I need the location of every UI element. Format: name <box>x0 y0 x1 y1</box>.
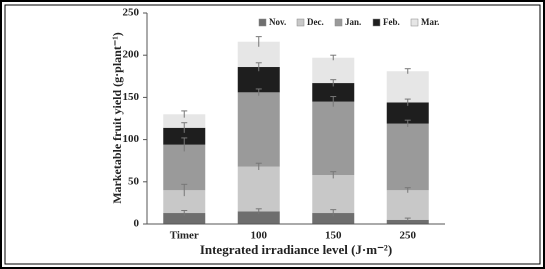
error-bar <box>181 110 188 118</box>
y-axis-label: Marketable fruit yield (g·plant⁻¹) <box>110 32 124 204</box>
bar-segment <box>237 92 280 167</box>
legend-label: Jan. <box>345 17 361 27</box>
x-tick-label: Timer <box>170 230 199 242</box>
error-bar <box>255 88 262 96</box>
bar-segment <box>163 190 206 214</box>
bar-segment <box>237 211 280 224</box>
bar-segment <box>163 127 206 145</box>
error-bar <box>404 119 411 127</box>
legend-swatch <box>296 18 305 27</box>
bar-segment <box>237 166 280 212</box>
legend-label: Nov. <box>269 17 286 27</box>
x-tick-label: 100 <box>251 230 268 242</box>
legend-label: Dec. <box>307 17 324 27</box>
error-bar <box>255 208 262 214</box>
x-axis-label: Integrated irradiance level (J·m⁻²) <box>200 242 392 257</box>
bar-segment <box>386 102 429 124</box>
legend-swatch <box>372 18 381 27</box>
y-tick-label: 150 <box>123 91 140 103</box>
error-bar <box>330 79 337 87</box>
bar-segment <box>312 101 355 176</box>
error-bar <box>181 137 188 152</box>
bar-segment <box>386 190 429 220</box>
y-tick-label: 200 <box>123 49 140 61</box>
bar-segment <box>163 213 206 224</box>
bar-segment <box>312 213 355 224</box>
bar-segment <box>312 57 355 84</box>
error-bar <box>404 217 411 222</box>
legend-swatch <box>410 18 419 27</box>
error-bar <box>181 183 188 197</box>
y-tick-label: 250 <box>123 7 140 19</box>
error-bar <box>404 68 411 74</box>
error-bar <box>330 54 337 61</box>
error-bar <box>330 96 337 107</box>
error-bar <box>255 36 262 47</box>
x-tick-label: 250 <box>400 230 417 242</box>
legend-swatch <box>258 18 267 27</box>
legend-label: Mar. <box>421 17 439 27</box>
bar-segment <box>312 175 355 214</box>
inner-frame <box>4 4 541 265</box>
legend-swatch <box>334 18 343 27</box>
error-bar <box>404 98 411 106</box>
bar-segment <box>163 114 206 128</box>
bar-segment <box>163 144 206 191</box>
legend-label: Feb. <box>383 17 400 27</box>
error-bar <box>181 209 188 216</box>
bar-segment <box>386 71 429 103</box>
y-tick-label: 0 <box>134 218 140 230</box>
y-tick-label: 50 <box>128 175 140 187</box>
error-bar <box>330 171 337 179</box>
bar-segment <box>386 123 429 191</box>
bar-segment <box>386 219 429 224</box>
error-bar <box>255 162 262 170</box>
error-bar <box>255 62 262 72</box>
y-tick-label: 100 <box>123 133 140 145</box>
error-bar <box>181 122 188 133</box>
error-bar <box>330 209 337 217</box>
bar-segment <box>312 83 355 102</box>
error-bar <box>404 187 411 193</box>
x-tick-label: 150 <box>325 230 342 242</box>
